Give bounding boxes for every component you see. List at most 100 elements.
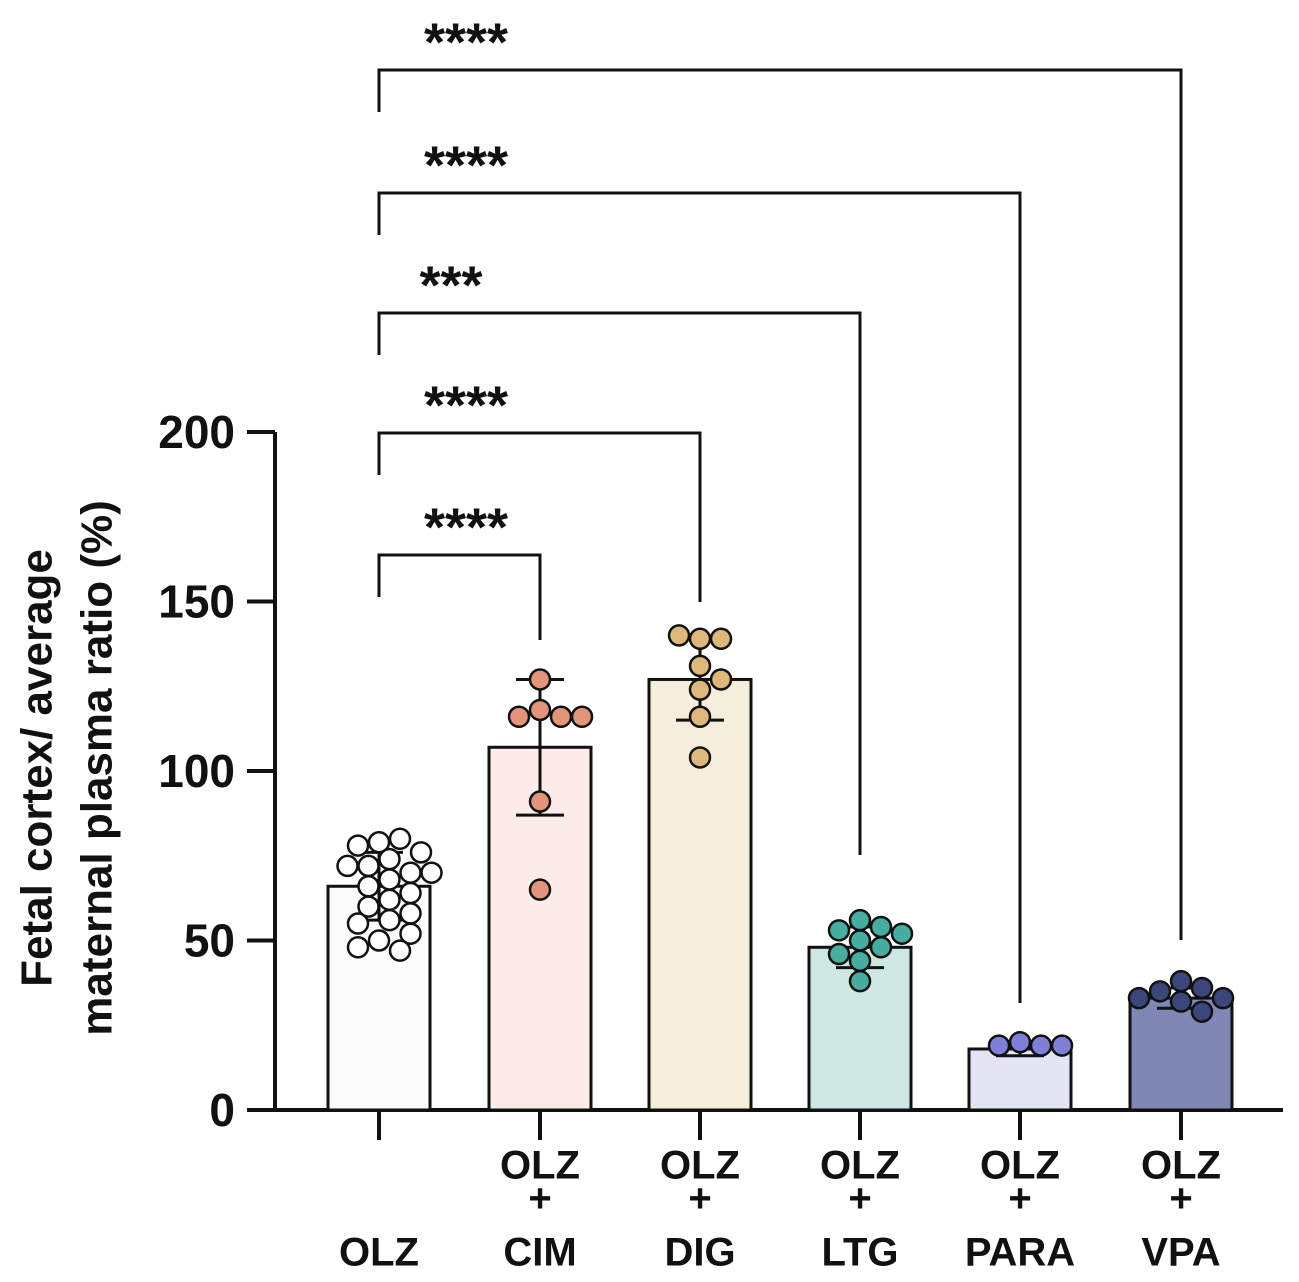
- data-point: [378, 908, 401, 932]
- data-point: [890, 922, 914, 945]
- axes: 0 50 100 150 200: [158, 406, 1283, 1140]
- data-point: [346, 912, 370, 935]
- data-point: [528, 698, 552, 722]
- data-point: [1169, 969, 1193, 993]
- data-point: [1190, 1000, 1214, 1023]
- significance-bracket: [377, 553, 542, 640]
- data-point: [409, 841, 433, 864]
- data-point: [869, 936, 893, 959]
- data-point: [1169, 990, 1193, 1013]
- data-point: [848, 969, 872, 993]
- data-point: [378, 888, 401, 912]
- significance-bracket: [377, 311, 862, 855]
- significance-label: ****: [424, 375, 508, 435]
- data-point: [848, 908, 872, 932]
- x-category-label: LTG: [821, 1231, 898, 1275]
- data-point: [688, 654, 712, 678]
- y-axis-label: Fetal cortex/ average maternal plasma rat…: [13, 500, 122, 1036]
- data-point: [1190, 976, 1214, 1000]
- significance-bracket: [377, 431, 702, 602]
- bar: [1128, 996, 1234, 1112]
- data-point: [688, 678, 712, 701]
- x-category-label: +: [1008, 1177, 1031, 1221]
- data-point: [709, 627, 733, 651]
- data-point: [367, 830, 391, 854]
- data-point: [357, 854, 380, 878]
- data-point: [1050, 1034, 1074, 1057]
- data-point: [869, 915, 893, 939]
- data-point: [688, 705, 712, 729]
- data-point: [507, 705, 531, 729]
- data-points: [336, 624, 1235, 1057]
- data-point: [709, 668, 733, 691]
- data-point: [399, 902, 422, 925]
- x-category-label: OLZ: [500, 1144, 580, 1188]
- x-category-label: OLZ: [339, 1231, 419, 1275]
- data-point: [1211, 986, 1235, 1010]
- data-point: [848, 949, 872, 973]
- y-tick-label: 150: [158, 576, 235, 628]
- data-point: [1008, 1030, 1032, 1054]
- significance-brackets: *******************: [377, 12, 1183, 1003]
- data-point: [367, 929, 391, 952]
- data-point: [357, 875, 380, 898]
- significance-label: ****: [424, 135, 508, 195]
- x-category-label: +: [848, 1177, 871, 1221]
- data-point: [667, 624, 691, 647]
- data-point: [528, 668, 552, 691]
- data-point: [827, 919, 851, 942]
- x-category-label: OLZ: [980, 1144, 1060, 1188]
- significance-bracket: [377, 68, 1183, 940]
- x-category-label: PARA: [965, 1231, 1075, 1275]
- y-axis-label-line: Fetal cortex/ average: [13, 549, 62, 987]
- x-category-label: +: [688, 1177, 711, 1221]
- data-point: [848, 929, 872, 952]
- data-point: [528, 878, 552, 901]
- data-point: [399, 922, 422, 945]
- y-tick-label: 0: [209, 1084, 235, 1136]
- data-point: [688, 746, 712, 769]
- x-category-label: VPA: [1141, 1231, 1220, 1275]
- data-point: [346, 834, 370, 857]
- x-category-label: OLZ: [1141, 1144, 1221, 1188]
- data-point: [1029, 1034, 1053, 1057]
- x-category-label: CIM: [503, 1231, 576, 1275]
- data-point: [549, 705, 573, 729]
- y-tick-label: 100: [158, 745, 235, 797]
- significance-bracket: [377, 191, 1022, 1003]
- bar: [647, 677, 753, 1112]
- data-point: [1127, 986, 1151, 1010]
- bars: [326, 677, 1234, 1112]
- error-bars: [355, 637, 1205, 1058]
- significance-label: ***: [419, 255, 482, 315]
- y-axis-label-line: maternal plasma ratio (%): [73, 500, 122, 1036]
- data-point: [827, 942, 851, 966]
- significance-label: ****: [424, 12, 508, 72]
- bar: [967, 1047, 1073, 1112]
- y-tick-label: 50: [184, 915, 235, 967]
- data-point: [420, 861, 443, 884]
- x-category-label: +: [1169, 1177, 1192, 1221]
- data-point: [388, 827, 412, 851]
- y-tick-label: 200: [158, 406, 235, 458]
- data-point: [357, 895, 380, 918]
- data-point: [528, 790, 552, 813]
- x-category-label: DIG: [664, 1231, 735, 1275]
- x-category-label: OLZ: [660, 1144, 740, 1188]
- data-point: [378, 868, 401, 891]
- x-category-label: OLZ: [820, 1144, 900, 1188]
- significance-label: ****: [424, 497, 508, 557]
- x-category-label: +: [528, 1177, 551, 1221]
- data-point: [378, 847, 401, 871]
- data-point: [399, 861, 422, 884]
- data-point: [336, 854, 359, 878]
- data-point: [987, 1034, 1011, 1057]
- data-point: [570, 705, 594, 729]
- data-point: [1148, 980, 1172, 1003]
- data-point: [388, 939, 412, 962]
- data-point: [688, 627, 712, 651]
- data-point: [346, 936, 370, 959]
- data-point: [399, 881, 422, 905]
